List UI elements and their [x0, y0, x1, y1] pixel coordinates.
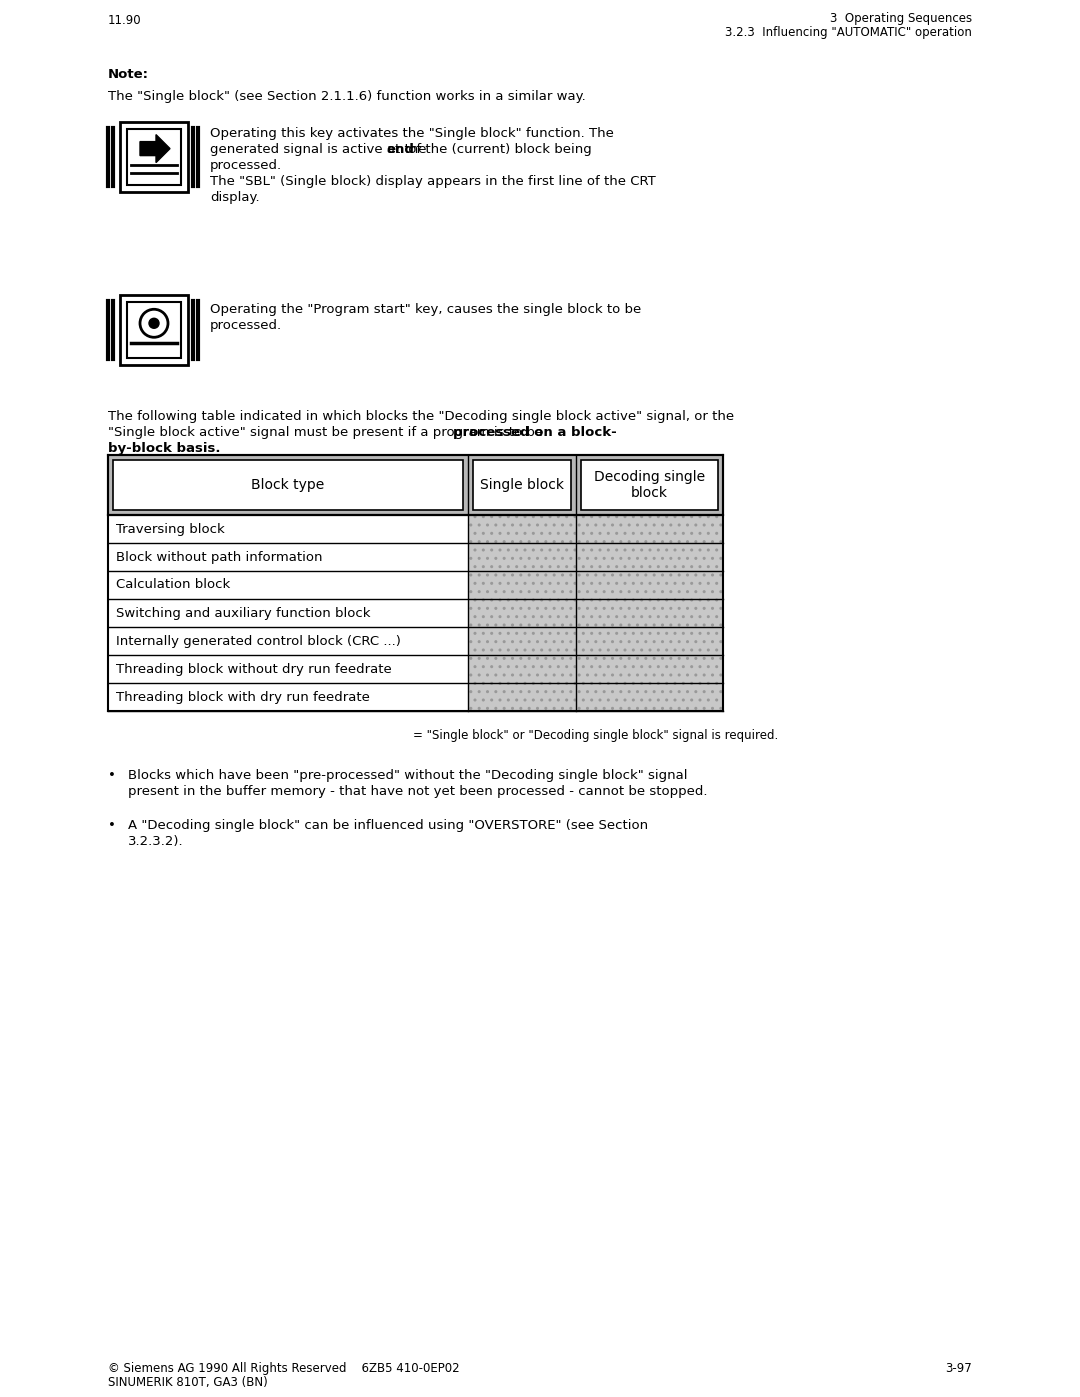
- Bar: [120, 295, 188, 365]
- Text: present in the buffer memory - that have not yet been processed - cannot be stop: present in the buffer memory - that have…: [129, 785, 707, 798]
- Text: by-block basis.: by-block basis.: [108, 441, 220, 455]
- Bar: [108, 571, 723, 599]
- Bar: [108, 543, 723, 571]
- Text: Blocks which have been "pre-processed" without the "Decoding single block" signa: Blocks which have been "pre-processed" w…: [129, 768, 688, 782]
- Bar: [468, 543, 576, 571]
- Bar: [576, 543, 723, 571]
- Bar: [113, 460, 463, 510]
- Circle shape: [149, 319, 159, 328]
- Text: A "Decoding single block" can be influenced using "OVERSTORE" (see Section: A "Decoding single block" can be influen…: [129, 819, 648, 833]
- Text: Internally generated control block (CRC ...): Internally generated control block (CRC …: [116, 634, 401, 647]
- Bar: [468, 683, 576, 711]
- Text: 3.2.3  Influencing "AUTOMATIC" operation: 3.2.3 Influencing "AUTOMATIC" operation: [725, 27, 972, 39]
- Bar: [576, 571, 723, 599]
- Text: generated signal is active at the: generated signal is active at the: [210, 142, 431, 156]
- Bar: [468, 627, 576, 655]
- Text: The "Single block" (see Section 2.1.1.6) function works in a similar way.: The "Single block" (see Section 2.1.1.6)…: [108, 89, 585, 103]
- Text: Operating the "Program start" key, causes the single block to be: Operating the "Program start" key, cause…: [210, 303, 642, 316]
- Bar: [576, 515, 723, 543]
- Text: The "SBL" (Single block) display appears in the first line of the CRT: The "SBL" (Single block) display appears…: [210, 175, 656, 189]
- Bar: [468, 655, 576, 683]
- Text: Traversing block: Traversing block: [116, 522, 225, 535]
- Bar: [108, 455, 723, 515]
- Text: •: •: [108, 768, 116, 782]
- Text: Block type: Block type: [252, 478, 325, 492]
- Text: 3-97: 3-97: [945, 1362, 972, 1375]
- Text: 11.90: 11.90: [108, 14, 141, 27]
- Text: Switching and auxiliary function block: Switching and auxiliary function block: [116, 606, 370, 619]
- Bar: [127, 129, 181, 184]
- Text: 3  Operating Sequences: 3 Operating Sequences: [829, 13, 972, 25]
- Text: display.: display.: [210, 191, 259, 204]
- Bar: [108, 599, 723, 627]
- Text: Note:: Note:: [108, 68, 149, 81]
- Text: of the (current) block being: of the (current) block being: [404, 142, 592, 156]
- Bar: [468, 515, 576, 543]
- Text: •: •: [108, 819, 116, 833]
- Bar: [576, 655, 723, 683]
- Text: Single block: Single block: [480, 478, 564, 492]
- Text: Threading block with dry run feedrate: Threading block with dry run feedrate: [116, 690, 369, 704]
- Bar: [576, 627, 723, 655]
- Bar: [108, 455, 723, 515]
- Text: "Single block active" signal must be present if a program is to be: "Single block active" signal must be pre…: [108, 426, 548, 439]
- Bar: [108, 627, 723, 655]
- Text: The following table indicated in which blocks the "Decoding single block active": The following table indicated in which b…: [108, 409, 734, 423]
- Bar: [108, 655, 723, 683]
- Text: Decoding single
block: Decoding single block: [594, 469, 705, 500]
- Bar: [473, 460, 571, 510]
- Text: Calculation block: Calculation block: [116, 578, 230, 591]
- Text: = "Single block" or "Decoding single block" signal is required.: = "Single block" or "Decoding single blo…: [413, 729, 778, 742]
- Bar: [576, 683, 723, 711]
- Text: SINUMERIK 810T, GA3 (BN): SINUMERIK 810T, GA3 (BN): [108, 1376, 268, 1389]
- Text: processed.: processed.: [210, 319, 282, 332]
- Bar: [468, 571, 576, 599]
- Bar: [576, 599, 723, 627]
- Bar: [108, 683, 723, 711]
- Bar: [468, 599, 576, 627]
- Text: end: end: [387, 142, 415, 156]
- Bar: [108, 515, 723, 543]
- Text: Operating this key activates the "Single block" function. The: Operating this key activates the "Single…: [210, 127, 613, 140]
- Text: © Siemens AG 1990 All Rights Reserved    6ZB5 410-0EP02: © Siemens AG 1990 All Rights Reserved 6Z…: [108, 1362, 460, 1375]
- Bar: [127, 302, 181, 358]
- Bar: [581, 460, 718, 510]
- Text: Threading block without dry run feedrate: Threading block without dry run feedrate: [116, 662, 392, 676]
- Bar: [120, 122, 188, 191]
- Text: processed.: processed.: [210, 159, 282, 172]
- Text: 3.2.3.2).: 3.2.3.2).: [129, 835, 184, 848]
- Polygon shape: [140, 134, 170, 162]
- Text: processed on a block-: processed on a block-: [453, 426, 617, 439]
- Text: Block without path information: Block without path information: [116, 550, 323, 563]
